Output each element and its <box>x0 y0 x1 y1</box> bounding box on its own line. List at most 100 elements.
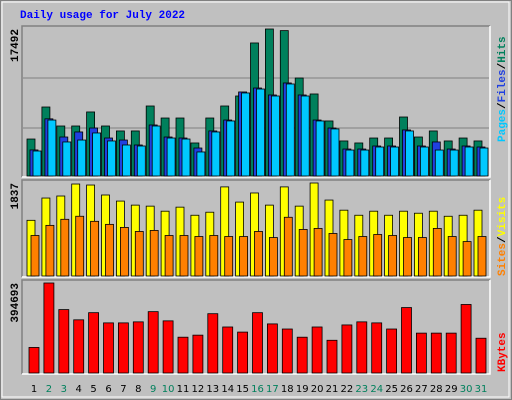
bar <box>356 321 368 374</box>
x-tick-label: 18 <box>281 384 294 395</box>
legend-separator: / <box>497 102 509 109</box>
chart-title: Daily usage for July 2022 <box>20 10 185 22</box>
x-tick-label: 25 <box>385 384 398 395</box>
bar <box>73 319 85 374</box>
x-tick-label: 14 <box>221 384 234 395</box>
bar <box>415 332 427 374</box>
x-tick-label: 5 <box>90 384 96 395</box>
bar <box>162 320 174 374</box>
bar <box>136 145 146 177</box>
bar <box>300 95 310 177</box>
bar <box>432 228 442 277</box>
bar <box>103 322 114 374</box>
bar <box>192 334 204 374</box>
bar <box>283 216 293 277</box>
x-tick-label: 24 <box>370 384 383 395</box>
bar <box>401 307 412 374</box>
bar <box>90 220 99 277</box>
bar <box>226 120 236 177</box>
legend-entry: KBytes <box>497 332 509 372</box>
x-tick-label: 13 <box>206 384 219 395</box>
bar <box>477 236 487 277</box>
bar <box>252 312 263 374</box>
x-tick-label: 7 <box>120 384 126 395</box>
bar <box>449 149 459 177</box>
bar <box>62 141 72 177</box>
x-tick-label: 4 <box>76 384 82 395</box>
legend-separator: / <box>497 62 509 69</box>
bar <box>315 120 325 177</box>
bar <box>92 132 101 177</box>
x-tick-label: 15 <box>236 384 249 395</box>
bar <box>298 229 308 277</box>
bar <box>254 231 263 277</box>
y-tick-label: 17492 <box>10 29 22 62</box>
bar <box>224 236 234 277</box>
legend: Pages/Files/Hits <box>497 36 509 142</box>
bar <box>373 234 383 277</box>
bar <box>237 331 249 374</box>
bar <box>330 128 340 177</box>
legend: Sites/Visits <box>497 197 509 276</box>
bar <box>285 83 295 177</box>
legend-entry: Pages <box>497 109 509 142</box>
bar <box>30 235 40 277</box>
x-tick-label: 21 <box>326 384 339 395</box>
bar <box>222 326 234 374</box>
bar <box>43 282 55 374</box>
panel-border-dark <box>21 25 490 177</box>
x-tick-label: 29 <box>445 384 458 395</box>
bar <box>371 322 383 374</box>
x-tick-label: 11 <box>177 384 190 395</box>
legend: KBytes <box>497 332 509 372</box>
bar <box>177 336 189 374</box>
panel-border-dark <box>21 179 490 277</box>
bar <box>209 235 219 277</box>
bar <box>390 146 400 177</box>
bar <box>266 323 278 374</box>
x-tick-label: 9 <box>150 384 156 395</box>
bar <box>120 226 129 277</box>
bar <box>375 146 385 177</box>
x-tick-label: 19 <box>296 384 309 395</box>
legend-entry: Sites <box>497 243 509 276</box>
x-tick-label: 6 <box>105 384 111 395</box>
legend-entry: Hits <box>497 36 509 62</box>
bar <box>430 332 442 374</box>
bar <box>388 235 398 277</box>
bar <box>434 149 444 177</box>
bar <box>45 224 55 277</box>
bar <box>77 139 87 177</box>
bar <box>268 237 278 277</box>
bar <box>270 95 280 177</box>
x-tick-label: 3 <box>61 384 67 395</box>
bar <box>88 312 99 374</box>
x-tick-label: 12 <box>192 384 205 395</box>
bar <box>475 337 487 374</box>
bar <box>419 146 429 177</box>
x-tick-label: 22 <box>341 384 354 395</box>
x-tick-label: 1 <box>31 384 37 395</box>
legend-entry: Visits <box>497 197 509 237</box>
bar <box>181 138 191 177</box>
bar <box>358 236 368 277</box>
panel-border-dark <box>21 279 490 374</box>
bar <box>118 322 129 374</box>
bar <box>60 218 70 277</box>
bar <box>405 130 414 177</box>
bar <box>256 88 265 177</box>
bar <box>207 313 219 374</box>
bar <box>149 230 159 277</box>
bar <box>311 326 323 374</box>
bar <box>296 336 308 374</box>
y-tick-label: 1837 <box>10 183 22 209</box>
bar <box>326 339 338 374</box>
x-tick-label: 26 <box>400 384 413 395</box>
bar <box>179 235 189 277</box>
bar <box>343 239 353 277</box>
bar <box>75 215 85 277</box>
bar <box>105 223 114 277</box>
bar <box>464 146 474 177</box>
